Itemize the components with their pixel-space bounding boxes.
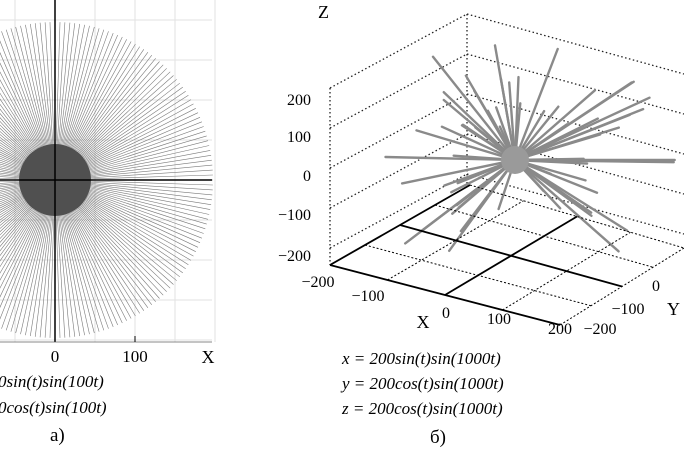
panel-a-plot: 0 100 X (0, 0, 216, 367)
panel-b-ray (431, 55, 517, 162)
panel-b-xtick-200: 200 (548, 321, 572, 338)
panel-a-equation-1: 0sin(t)sin(100t) (0, 372, 104, 391)
panel-b-xlabel: X (417, 312, 430, 332)
panel-b-ztick-100: 100 (287, 129, 311, 146)
panel-a-xtick-0: 0 (51, 347, 60, 366)
panel-a-equation-2: 0cos(t)sin(100t) (0, 398, 107, 417)
panel-b-plot: Z 200 100 0 −100 −200 −200 −100 0 100 20… (278, 2, 684, 338)
panel-b-ztick-m200: −200 (278, 248, 311, 265)
panel-b-ray (404, 158, 517, 245)
panel-b-zlabel: Z (318, 2, 329, 22)
panel-b-xtick-m100: −100 (351, 288, 384, 305)
panel-b-back-wall-line (466, 53, 684, 115)
panel-b-ray (513, 113, 631, 162)
panel-b-equation-1: x = 200sin(t)sin(1000t) (342, 349, 501, 368)
panel-a-xtick-100: 100 (122, 347, 148, 366)
panel-b-left-wall-line (329, 133, 468, 209)
panel-b-floor-line (559, 247, 684, 326)
panel-b-ztick-200: 200 (287, 92, 311, 109)
panel-b-ytick-0: 0 (652, 278, 660, 295)
panel-b-rays (384, 44, 676, 253)
panel-b-ray (513, 158, 593, 214)
panel-b-xtick-100: 100 (487, 311, 511, 328)
panel-b-ray (513, 47, 559, 162)
panel-b-ray (513, 117, 599, 162)
panel-b-label: б) (430, 427, 446, 448)
panel-b-center-blob (501, 146, 529, 174)
panel-b-ztick-0: 0 (303, 168, 311, 185)
panel-b-ray (513, 158, 675, 164)
panel-a-xlabel: X (202, 347, 215, 367)
panel-a-label: а) (50, 425, 65, 446)
panel-b-ray (415, 129, 517, 162)
panel-b-ray (513, 158, 620, 253)
panel-b-xtick-0: 0 (442, 305, 450, 322)
panel-b-xtick-m200: −200 (301, 274, 334, 291)
panel-b-left-wall-line (329, 13, 468, 89)
panel-b-ytick-m100: −100 (611, 301, 644, 318)
panel-b-back-wall-line (466, 13, 684, 75)
panel-b-ray (493, 44, 517, 162)
panel-b-ray (513, 133, 602, 162)
panel-b-back-wall-line (466, 93, 684, 155)
panel-b-equation-3: z = 200cos(t)sin(1000t) (342, 399, 503, 418)
panel-b-ray (384, 155, 517, 162)
panel-b-floor (329, 184, 684, 326)
panel-b-floor-line (502, 231, 631, 311)
panel-b-equation-2: y = 200cos(t)sin(1000t) (342, 374, 504, 393)
panel-b-floor-line (434, 204, 654, 268)
panel-b-ytick-m200: −200 (583, 321, 616, 338)
panel-b-floor-line (469, 184, 684, 249)
panel-b-floor-line (399, 224, 623, 288)
panel-b-ray (513, 89, 597, 162)
panel-b-ylabel: Y (667, 299, 680, 319)
panel-b-ray (400, 158, 517, 185)
panel-b-ztick-m100: −100 (278, 207, 311, 224)
panel-b-left-wall-line (329, 53, 468, 129)
